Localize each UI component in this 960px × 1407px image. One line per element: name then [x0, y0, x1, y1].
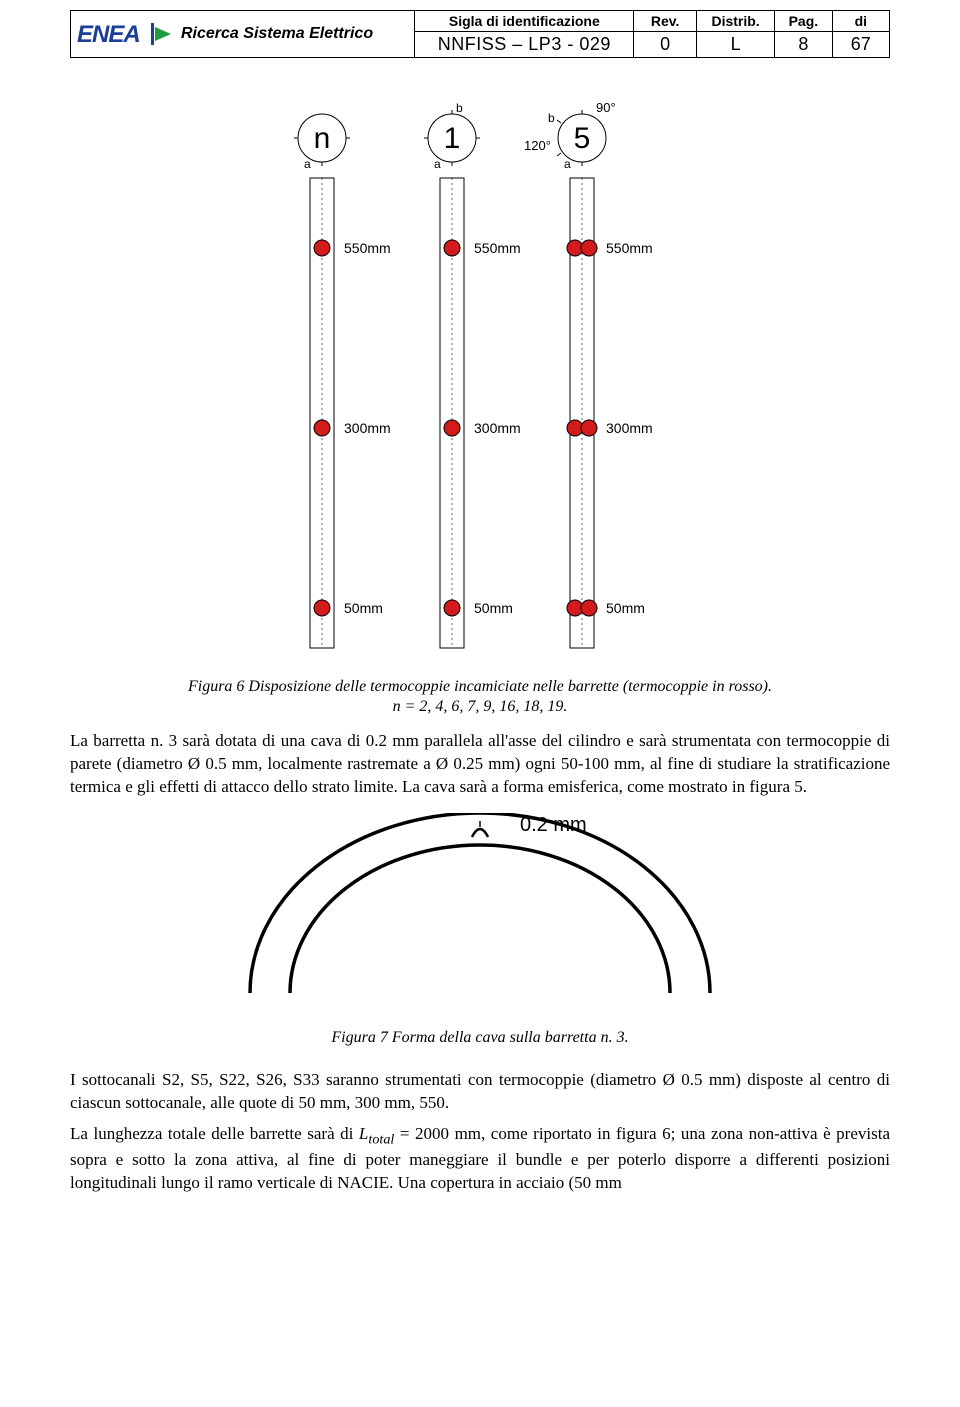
angle-120: 120°: [524, 138, 551, 153]
fig6-caption-line2: n = 2, 4, 6, 7, 9, 16, 18, 19.: [70, 698, 890, 716]
h300-2: 300mm: [474, 420, 521, 436]
hdr-doc-id: NNFISS – LP3 - 029: [415, 32, 634, 58]
hdr-pag-label: Pag.: [775, 11, 832, 32]
hdr-rev-label: Rev.: [634, 11, 697, 32]
pin-n-letter: n: [314, 122, 331, 155]
angle-90: 90°: [596, 100, 616, 115]
pin-1-tick-a: a: [434, 157, 441, 171]
hdr-distrib: L: [696, 32, 774, 58]
h550-3: 550mm: [606, 240, 653, 256]
hdr-pag: 8: [775, 32, 832, 58]
h300-1: 300mm: [344, 420, 391, 436]
h50-3: 50mm: [606, 600, 645, 616]
h550-2: 550mm: [474, 240, 521, 256]
h300-3: 300mm: [606, 420, 653, 436]
hdr-rev: 0: [634, 32, 697, 58]
h50-1: 50mm: [344, 600, 383, 616]
pin-5-letter: 5: [574, 122, 591, 155]
header-logo-cell: ENEA Ricerca Sistema Elettrico: [71, 11, 415, 58]
header-org-title: Ricerca Sistema Elettrico: [181, 25, 373, 43]
paragraph-2a: I sottocanali S2, S5, S22, S26, S33 sara…: [70, 1069, 890, 1115]
figure7-diagram: 0.2 mm: [210, 813, 750, 1003]
hdr-di: 67: [832, 32, 889, 58]
para2b-L: L: [359, 1124, 368, 1143]
fig6-caption-line1: Figura 6 Disposizione delle termocoppie …: [70, 678, 890, 696]
para2b-pre: La lunghezza totale delle barrette sarà …: [70, 1124, 359, 1143]
pin-5-tick-b-left: b: [548, 111, 555, 125]
hdr-distrib-label: Distrib.: [696, 11, 774, 32]
para2b-sub: total: [368, 1131, 394, 1147]
figure6-diagram: n a 1 b a: [220, 98, 740, 658]
h550-1: 550mm: [344, 240, 391, 256]
h50-2: 50mm: [474, 600, 513, 616]
pin-1-letter: 1: [444, 122, 461, 155]
pin-5-tick-a: a: [564, 157, 571, 171]
paragraph-2b: La lunghezza totale delle barrette sarà …: [70, 1123, 890, 1195]
enea-logo: ENEA: [77, 19, 173, 49]
pin-1-tick-b: b: [456, 101, 463, 115]
pin-n-tick-a: a: [304, 157, 311, 171]
hdr-di-label: di: [832, 11, 889, 32]
hdr-sigla-label: Sigla di identificazione: [415, 11, 634, 32]
svg-text:ENEA: ENEA: [77, 21, 140, 48]
paragraph-1: La barretta n. 3 sarà dotata di una cava…: [70, 730, 890, 799]
doc-header-table: ENEA Ricerca Sistema Elettrico Sigla di …: [70, 10, 890, 58]
fig7-caption: Figura 7 Forma della cava sulla barretta…: [70, 1029, 890, 1047]
